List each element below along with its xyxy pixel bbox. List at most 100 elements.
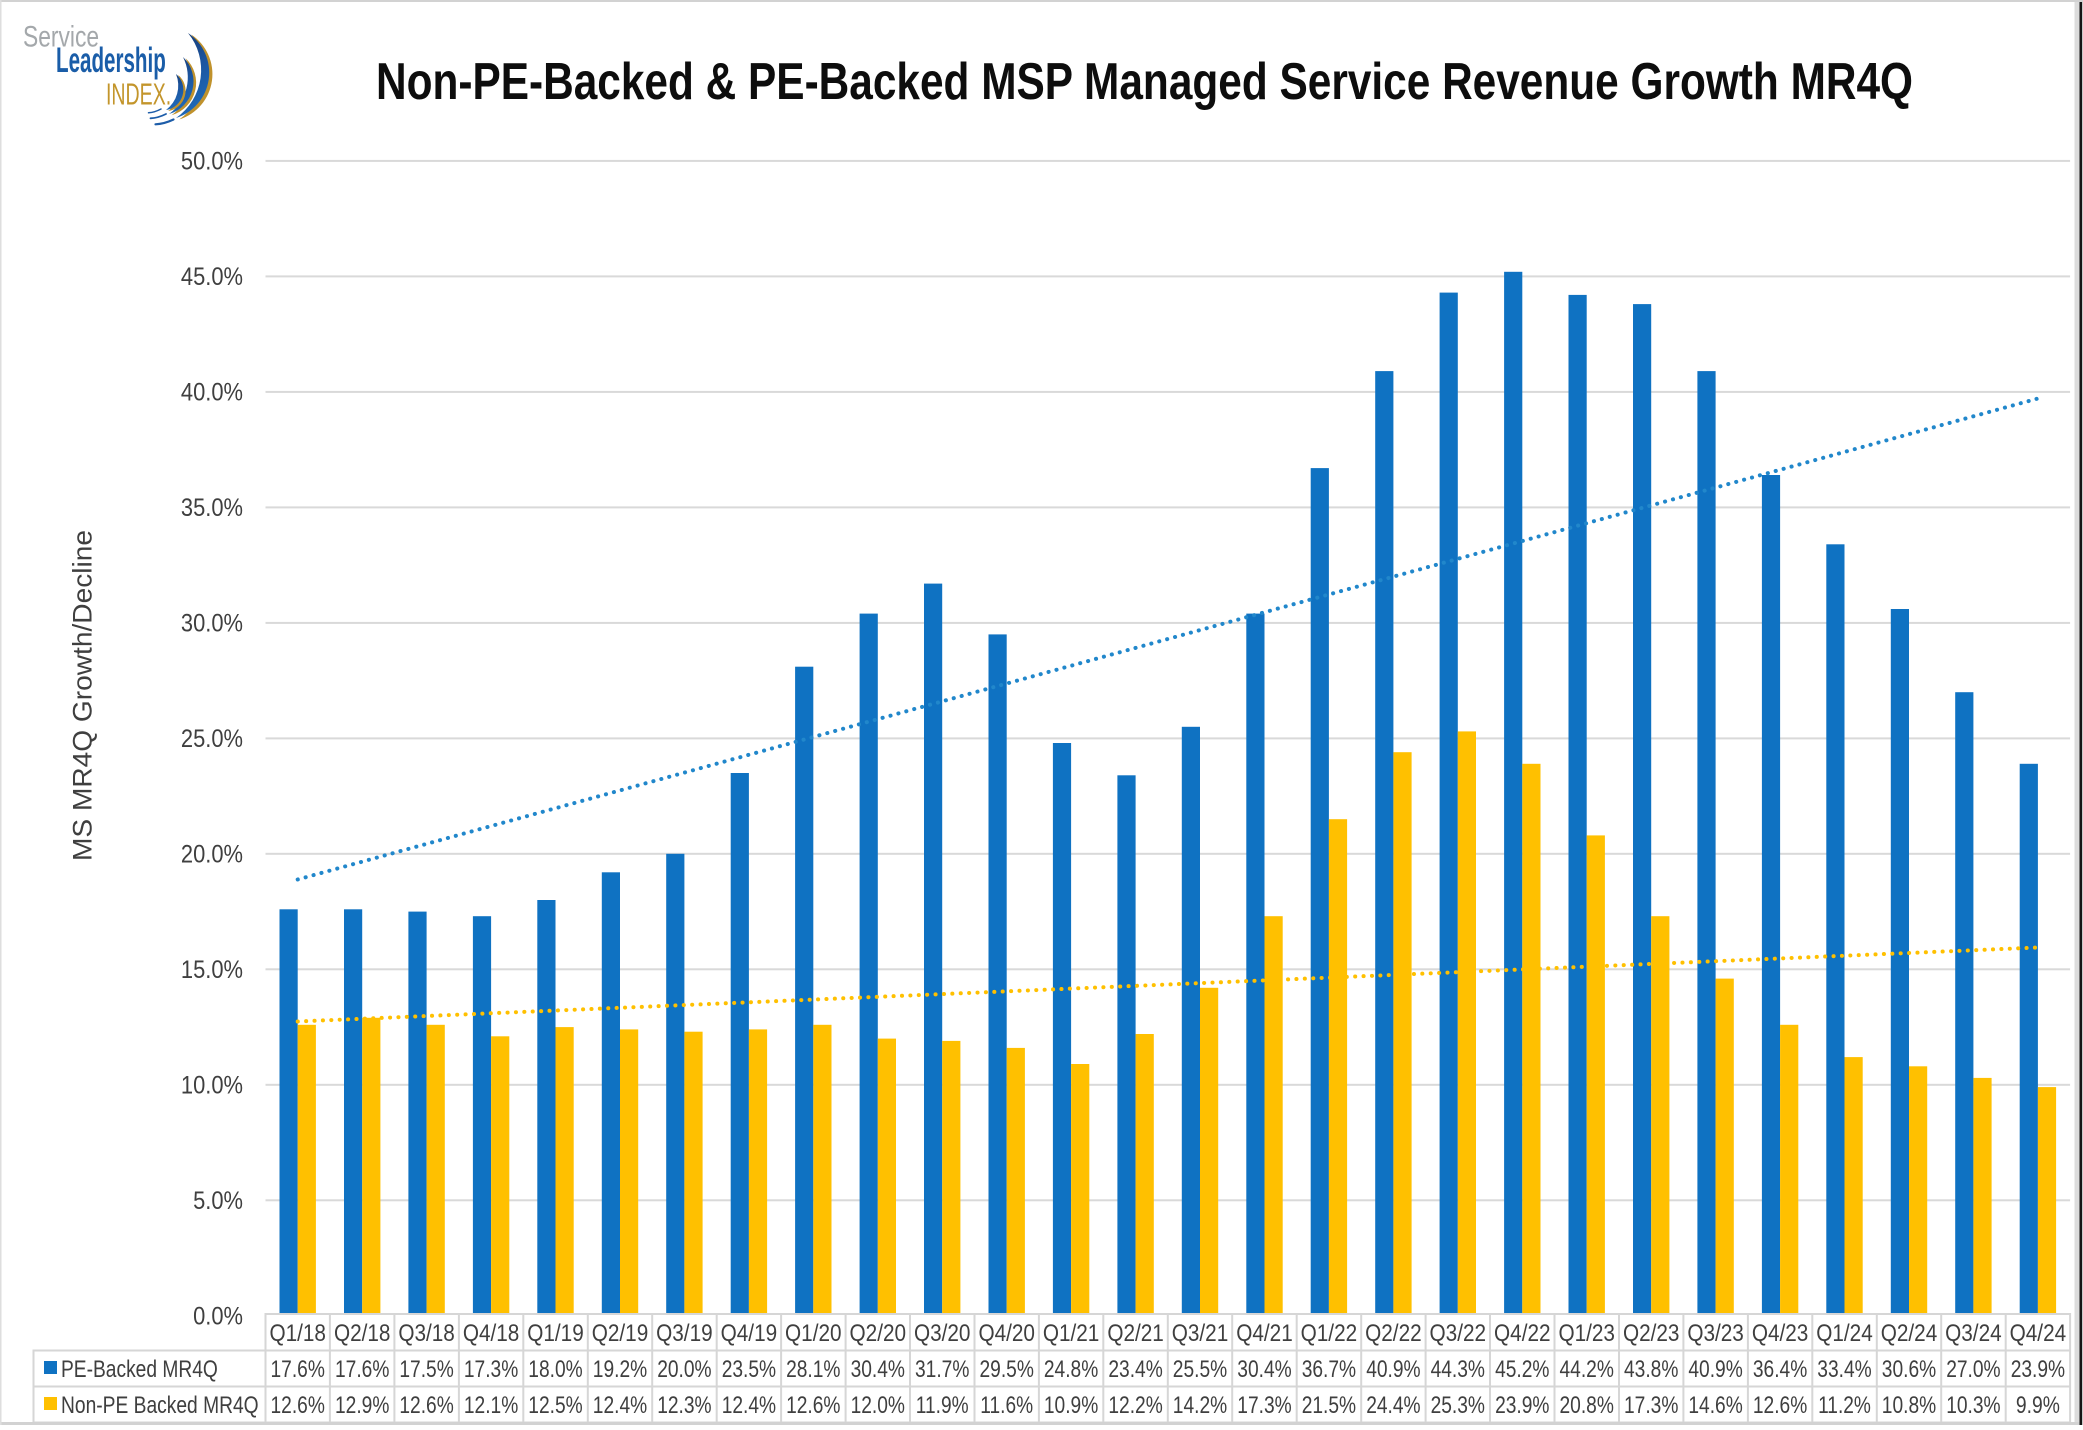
svg-text:20.0%: 20.0%: [657, 1356, 711, 1383]
svg-text:14.6%: 14.6%: [1688, 1392, 1742, 1419]
svg-text:29.5%: 29.5%: [980, 1356, 1034, 1383]
svg-text:Q3/18: Q3/18: [398, 1320, 455, 1347]
svg-text:20.0%: 20.0%: [181, 841, 243, 869]
svg-text:10.3%: 10.3%: [1946, 1392, 2000, 1419]
svg-text:Q4/20: Q4/20: [978, 1320, 1035, 1347]
svg-text:28.1%: 28.1%: [786, 1356, 840, 1383]
svg-text:25.0%: 25.0%: [181, 725, 243, 753]
svg-text:Q2/20: Q2/20: [850, 1320, 907, 1347]
svg-text:27.0%: 27.0%: [1946, 1356, 2000, 1383]
svg-text:33.4%: 33.4%: [1817, 1356, 1871, 1383]
svg-text:0.0%: 0.0%: [193, 1303, 243, 1331]
svg-text:Q1/18: Q1/18: [269, 1320, 326, 1347]
svg-text:12.1%: 12.1%: [464, 1392, 518, 1419]
svg-text:17.5%: 17.5%: [399, 1356, 453, 1383]
svg-text:40.0%: 40.0%: [181, 379, 243, 407]
svg-text:40.9%: 40.9%: [1366, 1356, 1420, 1383]
svg-text:Q4/24: Q4/24: [2010, 1320, 2067, 1347]
svg-text:INDEX.: INDEX.: [106, 76, 171, 111]
svg-text:Q2/23: Q2/23: [1623, 1320, 1680, 1347]
svg-text:Q3/19: Q3/19: [656, 1320, 713, 1347]
svg-text:17.3%: 17.3%: [1237, 1392, 1291, 1419]
svg-text:5.0%: 5.0%: [193, 1187, 243, 1215]
svg-text:12.6%: 12.6%: [1753, 1392, 1807, 1419]
svg-text:15.0%: 15.0%: [181, 956, 243, 984]
svg-text:24.8%: 24.8%: [1044, 1356, 1098, 1383]
svg-text:23.5%: 23.5%: [722, 1356, 776, 1383]
svg-text:45.0%: 45.0%: [181, 263, 243, 291]
svg-text:18.0%: 18.0%: [528, 1356, 582, 1383]
svg-text:Q4/18: Q4/18: [463, 1320, 520, 1347]
svg-text:17.3%: 17.3%: [464, 1356, 518, 1383]
svg-text:14.2%: 14.2%: [1173, 1392, 1227, 1419]
svg-text:11.9%: 11.9%: [916, 1392, 969, 1419]
svg-text:30.6%: 30.6%: [1882, 1356, 1936, 1383]
svg-text:19.2%: 19.2%: [593, 1356, 647, 1383]
svg-text:Non-PE-Backed & PE-Backed MSP: Non-PE-Backed & PE-Backed MSP Managed Se…: [376, 53, 1913, 111]
svg-text:30.0%: 30.0%: [181, 610, 243, 638]
svg-text:Q1/19: Q1/19: [527, 1320, 584, 1347]
svg-text:Q3/22: Q3/22: [1430, 1320, 1487, 1347]
svg-text:44.3%: 44.3%: [1431, 1356, 1485, 1383]
svg-text:43.8%: 43.8%: [1624, 1356, 1678, 1383]
svg-text:44.2%: 44.2%: [1560, 1356, 1614, 1383]
svg-text:Q3/24: Q3/24: [1945, 1320, 2002, 1347]
svg-text:Q1/24: Q1/24: [1816, 1320, 1873, 1347]
svg-text:Q2/18: Q2/18: [334, 1320, 391, 1347]
svg-text:21.5%: 21.5%: [1302, 1392, 1356, 1419]
svg-text:24.4%: 24.4%: [1366, 1392, 1420, 1419]
svg-text:17.6%: 17.6%: [271, 1356, 325, 1383]
svg-text:MS MR4Q Growth/Decline: MS MR4Q Growth/Decline: [68, 530, 98, 861]
svg-text:Q4/21: Q4/21: [1236, 1320, 1293, 1347]
svg-text:10.9%: 10.9%: [1044, 1392, 1098, 1419]
svg-text:30.4%: 30.4%: [851, 1356, 905, 1383]
svg-text:31.7%: 31.7%: [915, 1356, 969, 1383]
svg-text:Q3/20: Q3/20: [914, 1320, 971, 1347]
svg-text:23.9%: 23.9%: [1495, 1392, 1549, 1419]
svg-text:Q2/21: Q2/21: [1107, 1320, 1164, 1347]
svg-text:25.5%: 25.5%: [1173, 1356, 1227, 1383]
svg-text:40.9%: 40.9%: [1688, 1356, 1742, 1383]
svg-text:Q1/23: Q1/23: [1558, 1320, 1615, 1347]
svg-text:Q2/19: Q2/19: [592, 1320, 649, 1347]
svg-text:Leadership: Leadership: [56, 41, 166, 80]
svg-text:12.4%: 12.4%: [593, 1392, 647, 1419]
svg-text:12.6%: 12.6%: [399, 1392, 453, 1419]
svg-text:Q4/22: Q4/22: [1494, 1320, 1551, 1347]
svg-text:30.4%: 30.4%: [1237, 1356, 1291, 1383]
svg-text:12.0%: 12.0%: [851, 1392, 905, 1419]
svg-text:23.9%: 23.9%: [2011, 1356, 2065, 1383]
svg-text:23.4%: 23.4%: [1108, 1356, 1162, 1383]
svg-text:Q4/19: Q4/19: [721, 1320, 778, 1347]
svg-text:Q2/24: Q2/24: [1881, 1320, 1938, 1347]
svg-text:17.3%: 17.3%: [1624, 1392, 1678, 1419]
svg-text:Non-PE Backed MR4Q: Non-PE Backed MR4Q: [61, 1392, 259, 1419]
svg-text:50.0%: 50.0%: [181, 148, 243, 176]
svg-text:PE-Backed MR4Q: PE-Backed MR4Q: [61, 1356, 218, 1383]
svg-text:10.0%: 10.0%: [181, 1072, 243, 1100]
svg-text:36.4%: 36.4%: [1753, 1356, 1807, 1383]
svg-text:12.5%: 12.5%: [528, 1392, 582, 1419]
svg-text:36.7%: 36.7%: [1302, 1356, 1356, 1383]
svg-text:11.6%: 11.6%: [980, 1392, 1033, 1419]
svg-text:35.0%: 35.0%: [181, 494, 243, 522]
svg-text:20.8%: 20.8%: [1560, 1392, 1614, 1419]
svg-text:12.2%: 12.2%: [1108, 1392, 1162, 1419]
svg-text:Q1/21: Q1/21: [1043, 1320, 1100, 1347]
svg-text:12.3%: 12.3%: [657, 1392, 711, 1419]
svg-text:Q3/21: Q3/21: [1172, 1320, 1229, 1347]
svg-text:12.6%: 12.6%: [786, 1392, 840, 1419]
svg-text:Q1/20: Q1/20: [785, 1320, 842, 1347]
svg-text:Q3/23: Q3/23: [1687, 1320, 1744, 1347]
svg-text:12.6%: 12.6%: [271, 1392, 325, 1419]
svg-text:9.9%: 9.9%: [2016, 1392, 2060, 1419]
svg-text:45.2%: 45.2%: [1495, 1356, 1549, 1383]
svg-text:12.9%: 12.9%: [335, 1392, 389, 1419]
svg-text:11.2%: 11.2%: [1818, 1392, 1871, 1419]
svg-text:Q4/23: Q4/23: [1752, 1320, 1809, 1347]
svg-text:12.4%: 12.4%: [722, 1392, 776, 1419]
svg-text:10.8%: 10.8%: [1882, 1392, 1936, 1419]
svg-text:25.3%: 25.3%: [1431, 1392, 1485, 1419]
svg-text:17.6%: 17.6%: [335, 1356, 389, 1383]
svg-text:Service: Service: [23, 21, 99, 54]
